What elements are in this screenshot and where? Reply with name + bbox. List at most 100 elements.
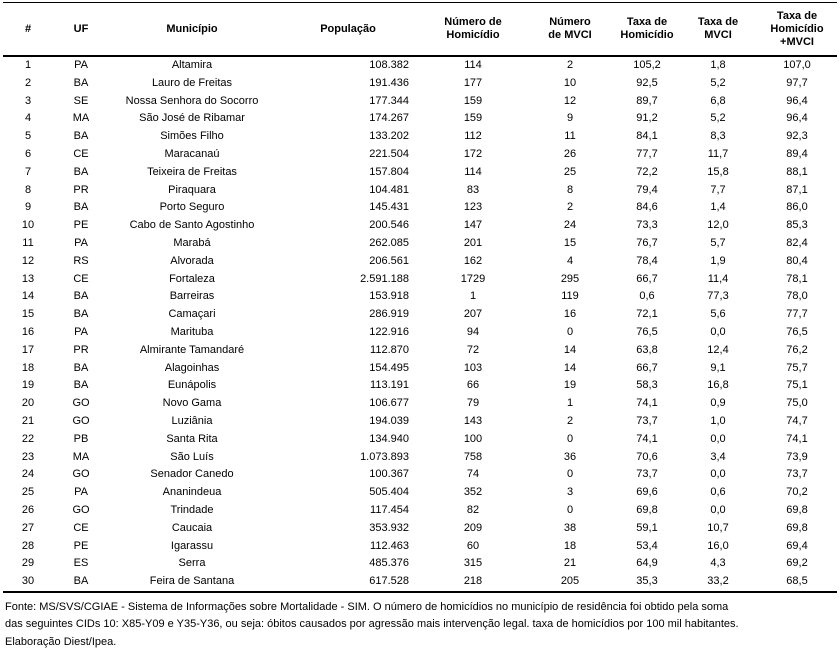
cell-num_homicidio: 218 [421,573,525,593]
cell-taxa_total: 75,1 [786,379,808,392]
cell-taxa_total: 69,2 [786,557,808,570]
table-row: 30 BA Feira de Santana 617.528 218 205 35,3 33,… [3,573,837,593]
table-row: 8 PR Piraquara 104.481 83 8 79,4 7,7 87,1 [3,182,837,200]
cell-taxa_mvci: 15,8 [707,165,729,178]
cell-taxa_mvci: 6,8 [710,94,726,107]
cell-municipio: São José de Ribamar [139,112,245,125]
table-row: 16 PA Marituba 122.916 94 0 76,5 0,0 76,5 [3,324,837,342]
cell-rank: 18 [21,361,35,374]
cell-taxa_total: 96,4 [786,112,808,125]
cell-taxa_homicidio: 73,3 [636,219,658,232]
cell-uf: PA [74,325,88,338]
cell-num_mvci: 36 [563,450,577,463]
cell-num_homicidio: 114 [464,59,482,71]
cell-taxa_mvci: 10,7 [707,521,729,534]
cell-taxa_mvci: 0,0 [710,432,726,445]
cell-municipio: Ananindeua [162,486,222,499]
cell-taxa_homicidio: 53,4 [636,539,658,552]
cell-num_mvci: 2 [566,59,574,71]
cell-taxa_mvci: 3,4 [710,450,726,463]
cell-taxa_homicidio: 66,7 [636,361,658,374]
cell-rank: 13 [21,272,35,285]
cell-populacao: 104.481 [369,183,409,196]
cell-num_homicidio: 147 [463,219,483,232]
cell-uf: BA [73,290,89,303]
cell-num_mvci: 15 [563,236,577,249]
table-row: 23 MA São Luís 1.073.893 758 36 70,6 3,4 73,9 [3,449,837,467]
cell-taxa_mvci: 1,8 [710,59,726,71]
cell-num_homicidio: 352 [463,486,483,499]
cell-taxa_mvci: 5,2 [710,76,726,89]
cell-num_homicidio: 177 [463,76,483,89]
cell-taxa_homicidio: 69,8 [636,503,658,516]
cell-taxa_mvci: 4,3 [710,557,726,570]
table-row: 5 BA Simões Filho 133.202 112 11 84,1 8,3 92,3 [3,128,837,146]
cell-rank: 14 [21,290,35,303]
cell-municipio: Serra [178,557,206,570]
cell-taxa_homicidio: 77,7 [636,147,658,160]
cell-taxa_homicidio: 70,6 [636,450,658,463]
cell-taxa_homicidio: 72,2 [636,165,658,178]
cell-taxa_homicidio: 92,5 [636,76,658,89]
cell-populacao: 134.940 [369,432,409,445]
table-row: 24 GO Senador Canedo 100.367 74 0 73,7 0,0 73,7 [3,466,837,484]
cell-num_homicidio: 66 [466,379,480,392]
table-row: 11 PA Marabá 262.085 201 15 76,7 5,7 82,4 [3,235,837,253]
table-row: 20 GO Novo Gama 106.677 79 1 74,1 0,9 75,0 [3,395,837,413]
cell-taxa_mvci: 9,1 [710,361,726,374]
cell-rank: 25 [21,486,35,499]
cell-municipio: Almirante Tamandaré [139,343,245,356]
cell-rank: 4 [24,112,32,125]
cell-num_mvci: 21 [563,557,577,570]
table-body: 1 PA Altamira 108.382 114 2 105,2 1,8 107,0 2 BA La… [3,56,837,593]
cell-municipio: Alagoinhas [164,361,220,374]
cell-taxa_total: 75,7 [786,361,808,374]
cell-populacao: 122.916 [369,325,409,338]
cell-populacao: 112.463 [370,539,409,552]
cell-taxa_total: 73,9 [786,450,808,463]
cell-taxa_total: 80,4 [786,254,808,267]
cell-num_homicidio: 83 [466,183,480,196]
cell-municipio: Porto Seguro [159,201,225,214]
cell-rank: 20 [21,397,35,410]
cell-taxa_total: 107,0 [783,59,811,71]
cell-uf: BA [73,361,89,374]
cell-populacao: 154.495 [369,361,409,374]
cell-taxa_total: 86,0 [786,201,808,214]
column-header-taxa-homicidio: Taxa de Homicídio [615,2,679,57]
cell-uf: ES [73,557,89,570]
cell-taxa_mvci: 0,0 [710,503,726,516]
cell-populacao: 485.376 [369,557,409,570]
cell-taxa_homicidio: 59,1 [636,521,658,534]
cell-taxa_mvci: 5,6 [710,308,726,321]
cell-taxa_homicidio: 84,1 [636,130,658,143]
cell-municipio: Marabá [173,236,211,249]
cell-taxa_total: 74,7 [786,414,808,427]
cell-taxa_total: 68,5 [757,573,837,593]
table-row: 29 ES Serra 485.376 315 21 64,9 4,3 69,2 [3,555,837,573]
cell-uf: BA [73,76,89,89]
cell-rank: 1 [24,59,32,71]
cell-num_homicidio: 103 [463,361,483,374]
cell-taxa_homicidio: 72,1 [636,308,658,321]
cell-rank: 7 [24,165,32,178]
cell-num_mvci: 18 [563,539,577,552]
cell-taxa_mvci: 0,0 [710,325,726,338]
cell-taxa_mvci: 33,2 [679,573,757,593]
table-row: 13 CE Fortaleza 2.591.188 1729 295 66,7 11,4 78,… [3,271,837,289]
cell-municipio: Fortaleza [169,272,215,285]
cell-num_mvci: 0 [566,468,574,481]
cell-taxa_mvci: 11,7 [707,147,729,160]
cell-uf: BA [73,165,89,178]
cell-rank: 15 [21,308,35,321]
cell-uf: RS [73,254,89,267]
cell-populacao: 117.454 [370,503,409,516]
cell-municipio: Marituba [170,325,214,338]
cell-taxa_total: 70,2 [786,486,808,499]
cell-populacao: 505.404 [369,486,409,499]
cell-num_homicidio: 123 [463,201,483,214]
cell-populacao: 174.267 [369,112,409,125]
cell-populacao: 106.677 [369,397,409,410]
cell-taxa_total: 69,4 [786,539,808,552]
table-row: 12 RS Alvorada 206.561 162 4 78,4 1,9 80,4 [3,253,837,271]
